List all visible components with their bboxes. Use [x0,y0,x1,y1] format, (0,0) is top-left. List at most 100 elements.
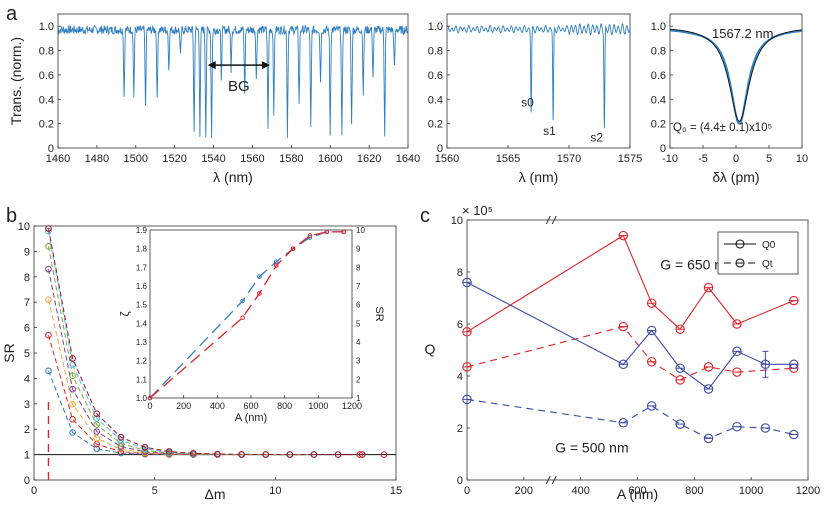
inset-x-tick-label: 1000 [308,401,328,411]
a1-x-tick-label: 1480 [85,153,109,165]
inset-sr-tick-label: 6 [356,301,361,310]
c-ylabel: Q [425,341,436,357]
sr-point [334,451,342,458]
a2-x-tick-label: 1565 [496,153,520,165]
a1-y-tick-label: 1.0 [39,21,54,33]
inset-x-tick-label: 200 [176,401,191,411]
inset-zeta-tick-label: 1.5 [136,301,148,310]
sr-point [45,265,52,273]
a3-y-tick-label: 0.6 [651,70,666,82]
fit-trace [669,28,803,122]
c-x-tick-label: 1200 [796,485,820,497]
a1-x-tick-label: 1560 [240,153,264,165]
inset-x-tick-label: 600 [243,401,258,411]
inset-zeta-tick-label: 1.2 [136,357,148,366]
a3-y-tick-label: 0.2 [651,119,666,131]
c-xlabel: A (nm) [617,486,658,502]
b-y-tick-label: 9 [24,246,30,258]
inset-sr-point [290,246,296,251]
a3-y-tick-label: 0 [660,143,666,155]
a3-x-tick-label: -5 [698,153,708,165]
inset-sr-tick-label: 2 [356,375,361,384]
a1-y-tick-label: 0 [48,143,54,155]
c-x-tick-label: 0 [464,485,470,497]
sr-point [93,428,101,435]
label-g500: G = 500 nm [555,440,629,456]
b-y-tick-label: 0 [24,475,30,487]
inset-sr-tick-label: 8 [356,263,361,272]
sr-point [165,448,173,455]
c-y-tick-label: 10 [451,215,463,227]
a1-x-tick-label: 1500 [124,153,148,165]
a1-x-tick-label: 1600 [318,153,342,165]
a1-x-tick-label: 1620 [357,153,381,165]
inset-sr-label: SR [373,306,385,321]
b-y-tick-label: 5 [24,348,30,360]
inset-x-tick-label: 400 [210,401,225,411]
a2-y-tick-label: 1.0 [428,21,443,33]
inset-x-tick-label: 800 [277,401,292,411]
inset-zeta-tick-label: 1.3 [136,338,148,347]
label-g650: G = 650 nm [660,256,734,272]
inset-sr-tick-label: 5 [356,319,361,328]
inset-sr-tick-label: 10 [356,226,365,235]
c-x-tick-label: 600 [628,485,646,497]
legend-qt-label: Qt [762,259,773,270]
inset-xlabel: A (nm) [235,412,267,424]
q-series-G = 650 nm Qt [466,325,794,381]
a2-y-tick-label: 0.2 [428,119,443,131]
inset-sr-point [257,291,262,296]
b-x-tick-label: 0 [31,485,37,497]
b-x-tick-label: 15 [390,485,402,497]
b-ylabel: SR [1,343,17,362]
sr-point [93,434,101,442]
sr-point [189,449,197,457]
legend-q0-label: Q0 [762,240,776,251]
sr-point [69,400,76,408]
legend: Q0 Qt [717,231,799,275]
inset-sr-point [324,229,330,235]
chart-a2: s0 s1 s2 1560 1565 1570 1575 0 0.2 0.4 0.6 0.8 1.0 λ … [428,13,642,185]
a3-xlabel: δλ (pm) [712,169,759,185]
c-y-tick-label: 4 [457,371,463,383]
legend-qt-marker [735,258,745,268]
b-xlabel: Δm [204,486,225,502]
plot-frame [57,13,409,149]
inset-zeta-tick-label: 1.8 [136,245,148,254]
a2-y-tick-label: 0 [437,143,443,155]
plot-frame [446,13,631,149]
inset-sr-point [307,233,313,238]
a1-y-tick-label: 0.2 [39,119,54,131]
sr-point [141,443,149,451]
a3-y-tick-label: 0.4 [651,94,666,106]
inset-sr-tick-label: 4 [356,338,361,347]
a2-x-tick-label: 1570 [557,153,581,165]
inset-frame [149,229,353,399]
c-x-tick-label: 800 [685,485,703,497]
inset-sr-tick-label: 3 [356,357,361,366]
inset-sr-point [240,315,245,321]
a1-x-tick-label: 1580 [279,153,303,165]
a2-x-tick-label: 1575 [618,153,642,165]
sr-point [45,243,52,250]
sr-point [286,451,294,458]
b-y-tick-label: 1 [24,450,30,462]
sr-point [45,227,52,235]
sr-series-A=700 [48,228,363,456]
b-y-tick-label: 7 [24,297,30,309]
b-y-tick-label: 4 [24,373,30,385]
sr-point [69,429,76,436]
a1-x-tick-label: 1640 [396,153,420,165]
a1-ylabel: Trans. (norm.) [8,37,24,125]
panel-label-a: a [6,3,18,25]
sr-series-A=500 [48,246,314,456]
sr-point [45,225,52,232]
a1-y-tick-label: 0.8 [39,46,54,58]
sr-point [69,372,76,380]
bg-label: BG [228,78,250,95]
inset-zeta-tick-label: 1.9 [136,226,148,235]
b-y-tick-label: 3 [24,399,30,411]
a3-x-tick-label: -10 [662,153,678,165]
inset-sr-tick-label: 9 [356,245,361,254]
